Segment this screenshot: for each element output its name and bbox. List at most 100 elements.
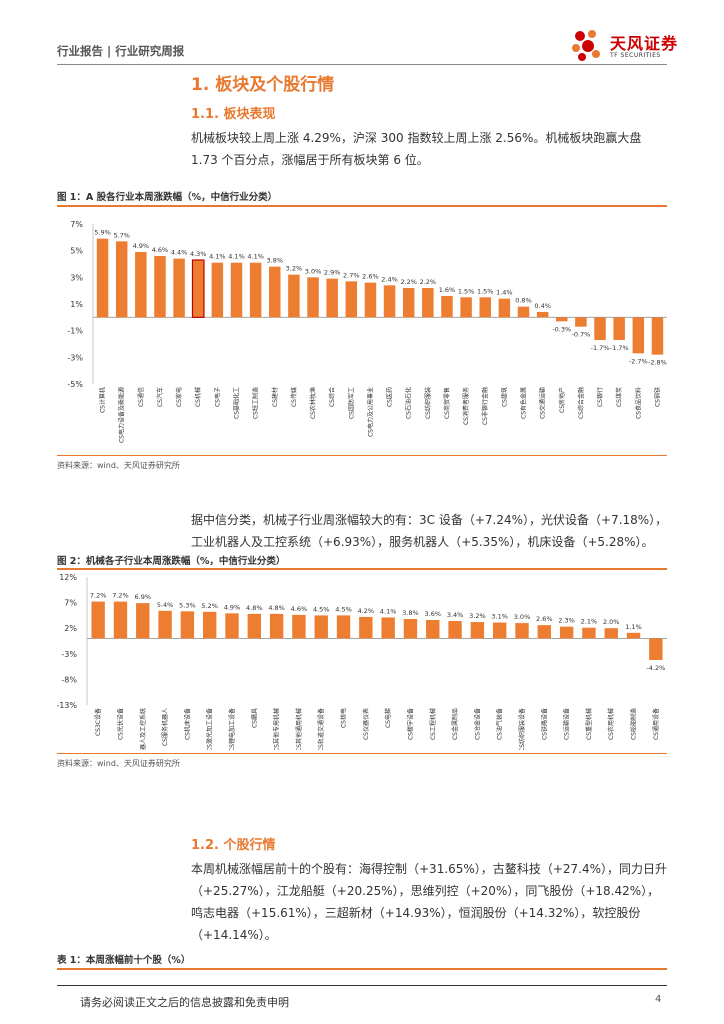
data-label: 4.1%: [228, 253, 245, 261]
chart-bar: [575, 317, 587, 327]
x-tick-label: CS交通运输: [539, 387, 547, 419]
table1-top-rule: [57, 968, 667, 970]
x-tick-label: CS传媒: [290, 387, 298, 407]
y-tick-label: -3%: [67, 353, 83, 362]
data-label: 2.7%: [343, 271, 360, 279]
x-tick-label: CS其他专用机械: [273, 708, 281, 750]
x-tick-label: CS通用设备: [652, 708, 660, 740]
chart-bar: [249, 262, 262, 318]
y-tick-label: 2%: [64, 624, 77, 633]
x-tick-label: CS综合: [328, 387, 336, 407]
chart-bar: [135, 252, 147, 318]
data-label: 2.2%: [400, 278, 417, 286]
data-label: 5.3%: [179, 601, 196, 609]
tf-securities-logo: 天风证券 TF SECURITIES: [568, 26, 678, 66]
x-tick-label: CS基础化工: [233, 387, 241, 419]
industry-weekly-change-chart: 7% 5% 3% 1% -1% -3% -5% 5.9% CS计算机 5.7% CS电力设备及新能源…: [67, 220, 667, 443]
data-label: 0.4%: [534, 302, 551, 310]
chart-bar: [180, 611, 195, 639]
data-label: 1.1%: [625, 623, 642, 631]
x-tick-label: CS电梯: [384, 708, 392, 728]
x-tick-label: CS有色金属: [520, 387, 528, 419]
chart-bar: [359, 616, 373, 639]
x-tick-label: CS石油石化: [405, 387, 413, 419]
x-tick-label: CS消费者服务: [462, 387, 470, 425]
chart-bar: [426, 620, 440, 639]
x-tick-label: CS计算机: [99, 387, 107, 413]
x-tick-label: CS核电: [340, 708, 348, 728]
disclaimer-footer: 请务必阅读正文之后的信息披露和免责申明: [80, 996, 289, 1009]
chart-bar: [582, 627, 596, 639]
data-label: 7.2%: [112, 592, 129, 600]
data-label: 4.5%: [335, 605, 352, 613]
x-tick-label: CS通信: [137, 387, 145, 407]
y-tick-label: 5%: [70, 247, 83, 256]
chart-bar: [441, 296, 453, 318]
chart-bar: [247, 613, 261, 639]
chart-bar: [470, 622, 485, 639]
x-tick-label: CS商贸零售: [443, 387, 451, 419]
chart-bar: [173, 258, 185, 318]
chart-bar: [448, 621, 462, 639]
section-heading: 1. 板块及个股行情: [191, 75, 335, 95]
x-tick-label: CS国防军工: [347, 387, 355, 419]
x-tick-label: CS电子: [213, 387, 221, 407]
x-tick-label: CS锂电加工设备: [228, 708, 236, 750]
x-tick-label: CS其他通用机械: [295, 708, 303, 750]
x-tick-label: CS电力设备及新能源: [118, 387, 126, 443]
y-tick-label: 3%: [70, 273, 83, 282]
chart-bar: [91, 601, 105, 639]
x-tick-label: CS油气装备: [496, 708, 504, 740]
chart-bar: [230, 262, 243, 318]
table1-title: 表 1：本周涨幅前十个股（%）: [57, 955, 191, 966]
data-label: -0.7%: [571, 331, 590, 339]
data-label: 3.0%: [514, 613, 531, 621]
report-header: 行业报告 | 行业研究周报: [57, 44, 185, 58]
x-tick-label: CS家电: [175, 387, 183, 407]
data-label: 4.4%: [171, 249, 188, 257]
paragraph-top-stocks: 本周机械涨幅居前十的个股有：海得控制（+31.65%），古鳌科技（+27.4%）…: [191, 862, 667, 942]
chart-bar: [211, 262, 224, 318]
data-label: 2.4%: [381, 275, 398, 283]
chart-bar: [517, 306, 530, 318]
logo-text-cn: 天风证券: [610, 34, 679, 53]
data-label: -4.2%: [646, 664, 665, 672]
x-tick-label: CS楼宇设备: [406, 708, 414, 740]
x-tick-label: CS机械: [194, 387, 202, 407]
x-tick-label: CS农林牧渔: [309, 387, 317, 419]
chart-bar: [556, 317, 568, 322]
chart-bar: [96, 238, 109, 318]
y-tick-label: 7%: [64, 599, 77, 608]
data-label: 4.8%: [268, 604, 285, 612]
data-label: 4.8%: [246, 604, 263, 612]
data-label: 2.9%: [324, 269, 341, 277]
x-tick-label: CS煤炭: [615, 387, 623, 407]
chart-bar: [381, 617, 395, 639]
x-tick-label: CS船舶制造: [630, 708, 638, 740]
data-label: -2.8%: [648, 359, 667, 367]
data-label: 3.2%: [469, 612, 486, 620]
x-tick-label: CS光伏设备: [116, 708, 124, 740]
data-label: 5.9%: [94, 229, 111, 237]
data-label: 3.6%: [425, 610, 442, 618]
data-label: 3.8%: [402, 609, 419, 617]
x-tick-label: CS工程机械: [429, 708, 437, 740]
data-label: 4.2%: [358, 607, 375, 615]
x-tick-label: CS银行: [596, 387, 604, 407]
x-tick-label: CS激光加工设备: [206, 708, 214, 750]
data-label: 2.0%: [603, 618, 620, 626]
y-tick-label: 1%: [70, 300, 83, 309]
data-label: 1.5%: [477, 287, 494, 295]
machinery-subsector-chart: 12% 7% 2% -3% -8% -13% 7.2% CS3C设备 7.2% CS光伏设备 6.9…: [57, 573, 667, 750]
data-label: 4.1%: [209, 253, 226, 261]
x-tick-label: CS纺织服装: [424, 387, 432, 419]
x-tick-label: CS纺织服装设备: [518, 708, 526, 750]
data-label: 4.6%: [152, 246, 169, 254]
chart-bar: [383, 285, 396, 318]
x-tick-label: CS轨道交通设备: [317, 708, 325, 750]
paragraph-subsector-summary: 据中信分类，机械子行业周涨幅较大的有：3C 设备（+7.24%），光伏设备（+7…: [191, 513, 668, 549]
figure1-bottom-rule: [57, 455, 667, 456]
figure2-source: 资料来源：wind、天风证券研究所: [57, 759, 180, 768]
data-label: 1.6%: [439, 286, 456, 294]
y-tick-label: -3%: [61, 650, 77, 659]
